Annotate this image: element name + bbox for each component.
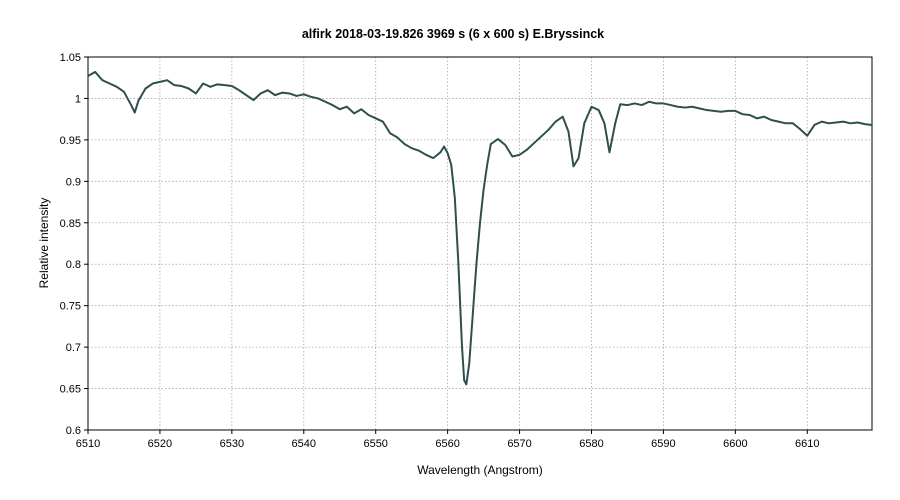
- x-tick-label: 6540: [292, 438, 316, 450]
- y-tick-label: 0.9: [66, 176, 81, 188]
- y-tick-label: 0.95: [60, 135, 81, 147]
- y-axis-title: Relative intensity: [37, 198, 51, 289]
- y-tick-label: 0.75: [60, 301, 81, 313]
- x-axis-title: Wavelength (Angstrom): [417, 463, 543, 477]
- y-tick-label: 0.8: [66, 259, 81, 271]
- x-tick-label: 6610: [795, 438, 819, 450]
- x-tick-label: 6560: [435, 438, 459, 450]
- tick-layer: 6510 6520 6530 6540 6550 6560 6570 6580 6590 6600…: [60, 52, 820, 450]
- grid-layer: [88, 57, 872, 430]
- y-tick-label: 0.85: [60, 218, 81, 230]
- chart-title: alfirk 2018-03-19.826 3969 s (6 x 600 s)…: [302, 27, 604, 41]
- y-tick-label: 1.05: [60, 52, 81, 64]
- x-tick-label: 6570: [507, 438, 531, 450]
- y-tick-label: 1: [75, 93, 81, 105]
- x-tick-label: 6600: [723, 438, 747, 450]
- x-tick-label: 6580: [579, 438, 603, 450]
- x-tick-label: 6530: [220, 438, 244, 450]
- plot-frame: [87, 56, 873, 431]
- y-tick-label: 0.6: [66, 425, 81, 437]
- x-tick-label: 6550: [363, 438, 387, 450]
- spectrum-line: [87, 70, 873, 386]
- y-tick-label: 0.7: [66, 342, 81, 354]
- x-tick-label: 6510: [76, 438, 100, 450]
- x-tick-label: 6590: [651, 438, 675, 450]
- y-tick-label: 0.65: [60, 384, 81, 396]
- x-tick-label: 6520: [148, 438, 172, 450]
